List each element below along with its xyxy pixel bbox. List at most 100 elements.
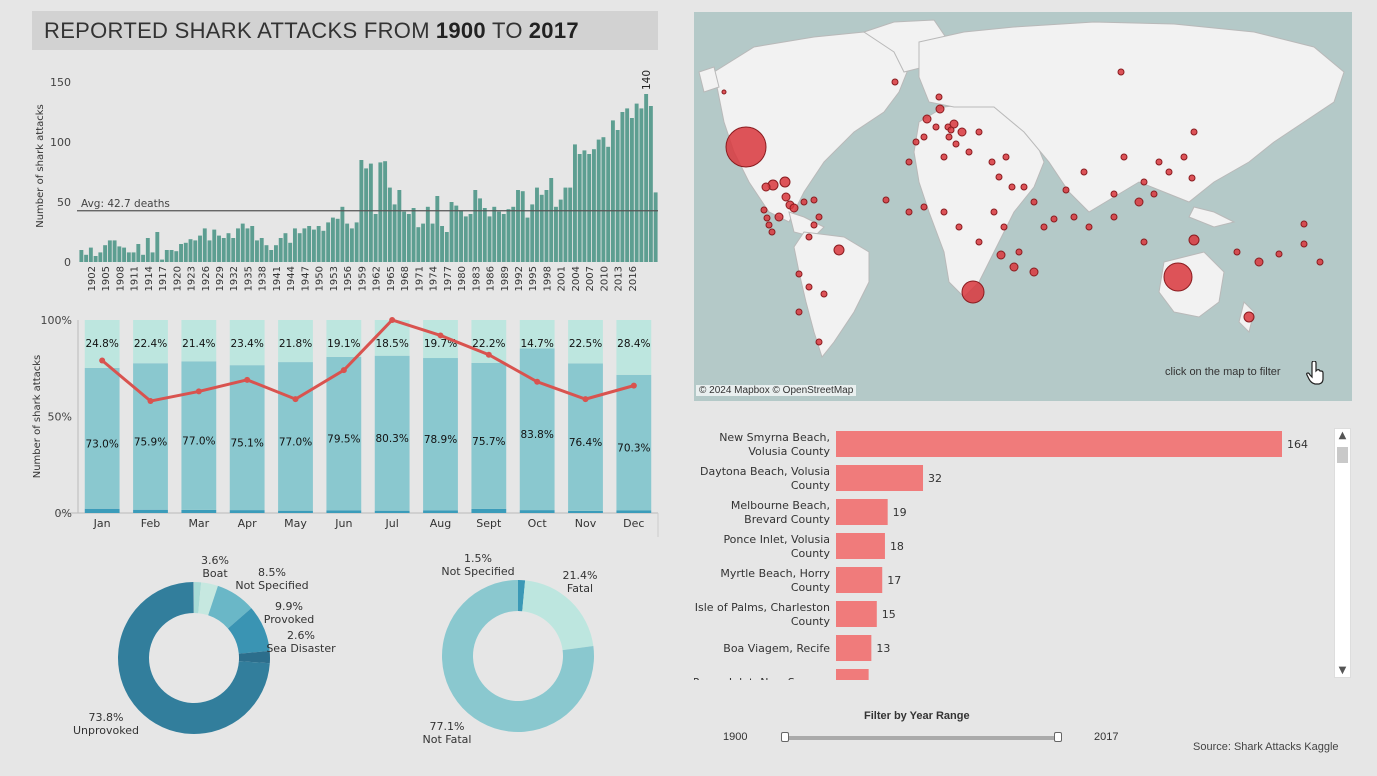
year-bar[interactable] bbox=[345, 223, 350, 262]
year-bar[interactable] bbox=[549, 178, 554, 262]
year-bar[interactable] bbox=[302, 228, 307, 262]
year-bar[interactable] bbox=[269, 250, 274, 262]
year-bar[interactable] bbox=[625, 108, 630, 263]
slider-handle-min[interactable] bbox=[781, 732, 789, 742]
year-bar[interactable] bbox=[164, 250, 169, 262]
year-bar[interactable] bbox=[501, 214, 506, 262]
year-bar[interactable] bbox=[421, 223, 426, 262]
year-bar[interactable] bbox=[169, 250, 174, 262]
year-bar[interactable] bbox=[459, 210, 463, 262]
year-bar[interactable] bbox=[402, 211, 407, 262]
month-segment[interactable] bbox=[471, 362, 507, 509]
year-bar[interactable] bbox=[573, 144, 577, 262]
year-bar[interactable] bbox=[406, 214, 411, 262]
year-bar[interactable] bbox=[79, 250, 84, 262]
year-bar[interactable] bbox=[454, 205, 459, 262]
year-bar[interactable] bbox=[596, 139, 601, 262]
year-bar[interactable] bbox=[297, 233, 302, 262]
location-bar-list[interactable]: 164 New Smyrna Beach, Volusia County 32 Dayt… bbox=[694, 425, 1352, 680]
year-bar[interactable] bbox=[283, 233, 288, 262]
year-bar[interactable] bbox=[264, 245, 269, 262]
year-bar[interactable] bbox=[620, 112, 625, 262]
month-segment[interactable] bbox=[278, 362, 313, 511]
year-bar[interactable] bbox=[307, 226, 312, 262]
year-bar[interactable] bbox=[644, 94, 649, 262]
year-bar[interactable] bbox=[397, 190, 402, 262]
year-bar[interactable] bbox=[383, 161, 388, 262]
year-bar[interactable] bbox=[430, 223, 435, 262]
donut-slice[interactable] bbox=[208, 585, 252, 629]
fatal-donut-chart[interactable]: 1.5%Not Specified 21.4%Fatal 77.1%Not Fata… bbox=[400, 548, 660, 748]
world-map[interactable] bbox=[694, 12, 1352, 401]
year-bar[interactable] bbox=[558, 199, 563, 262]
year-bar[interactable] bbox=[136, 244, 141, 262]
year-bar[interactable] bbox=[145, 238, 150, 262]
year-bar[interactable] bbox=[274, 245, 278, 262]
year-bar[interactable] bbox=[648, 106, 653, 262]
year-bar[interactable] bbox=[387, 187, 392, 262]
year-bar[interactable] bbox=[473, 190, 478, 262]
year-bar[interactable] bbox=[530, 204, 535, 262]
year-bar[interactable] bbox=[468, 214, 473, 262]
year-bar[interactable] bbox=[340, 206, 345, 262]
year-bar[interactable] bbox=[217, 235, 221, 262]
year-bar[interactable] bbox=[93, 256, 98, 262]
year-bar[interactable] bbox=[188, 239, 193, 262]
map-credit[interactable]: © 2024 Mapbox © OpenStreetMap bbox=[696, 385, 857, 396]
year-bar[interactable] bbox=[354, 222, 359, 262]
month-segment[interactable] bbox=[229, 365, 265, 511]
month-segment[interactable] bbox=[519, 510, 555, 513]
month-segment[interactable] bbox=[84, 508, 120, 513]
year-bar[interactable] bbox=[207, 240, 212, 262]
year-bar[interactable] bbox=[179, 244, 183, 262]
year-bar[interactable] bbox=[435, 196, 440, 262]
month-segment[interactable] bbox=[326, 356, 362, 511]
year-bar[interactable] bbox=[497, 211, 501, 262]
location-list-scrollbar[interactable]: ▲ ▼ bbox=[1334, 428, 1351, 678]
year-bar[interactable] bbox=[126, 252, 131, 262]
year-bar[interactable] bbox=[520, 191, 525, 262]
location-bar[interactable] bbox=[836, 669, 869, 680]
year-bar[interactable] bbox=[155, 232, 160, 262]
year-bar[interactable] bbox=[292, 228, 297, 262]
year-bar[interactable] bbox=[478, 198, 482, 262]
year-bar[interactable] bbox=[174, 251, 179, 262]
year-bar[interactable] bbox=[226, 233, 231, 262]
year-bar[interactable] bbox=[563, 187, 568, 262]
slider-handle-max[interactable] bbox=[1054, 732, 1062, 742]
year-bar[interactable] bbox=[487, 216, 492, 262]
month-segment[interactable] bbox=[326, 320, 362, 357]
scroll-down-icon[interactable]: ▼ bbox=[1338, 665, 1347, 676]
year-bar[interactable] bbox=[539, 194, 544, 262]
donut-slice[interactable] bbox=[442, 580, 594, 732]
year-bar[interactable] bbox=[221, 238, 226, 262]
year-bar[interactable] bbox=[98, 252, 103, 262]
year-bar[interactable] bbox=[463, 216, 468, 262]
year-bar[interactable] bbox=[416, 227, 421, 262]
month-segment[interactable] bbox=[133, 320, 168, 364]
year-bar[interactable] bbox=[606, 146, 611, 262]
year-bar[interactable] bbox=[444, 232, 449, 262]
month-segment[interactable] bbox=[229, 510, 265, 513]
location-bar[interactable] bbox=[836, 533, 885, 559]
year-bar[interactable] bbox=[440, 226, 445, 262]
activity-donut-chart[interactable]: 3.6%Boat 8.5%Not Specified 9.9%Provoked 2.6… bbox=[60, 548, 360, 748]
month-segment[interactable] bbox=[616, 374, 652, 511]
year-bar[interactable] bbox=[122, 247, 127, 262]
year-bar[interactable] bbox=[131, 252, 136, 262]
year-bar[interactable] bbox=[425, 206, 430, 262]
year-range-slider[interactable] bbox=[785, 736, 1058, 740]
year-bar[interactable] bbox=[84, 254, 89, 262]
year-bar[interactable] bbox=[259, 238, 264, 262]
year-bar[interactable] bbox=[245, 228, 250, 262]
year-bar[interactable] bbox=[364, 168, 369, 262]
year-bar[interactable] bbox=[582, 150, 587, 262]
month-segment[interactable] bbox=[374, 355, 410, 511]
year-bar[interactable] bbox=[288, 242, 293, 262]
month-segment[interactable] bbox=[181, 320, 217, 362]
year-bar[interactable] bbox=[634, 103, 639, 262]
year-bar[interactable] bbox=[653, 192, 658, 262]
year-bar[interactable] bbox=[231, 238, 236, 262]
scroll-thumb[interactable] bbox=[1337, 447, 1348, 463]
year-bar[interactable] bbox=[544, 190, 549, 262]
